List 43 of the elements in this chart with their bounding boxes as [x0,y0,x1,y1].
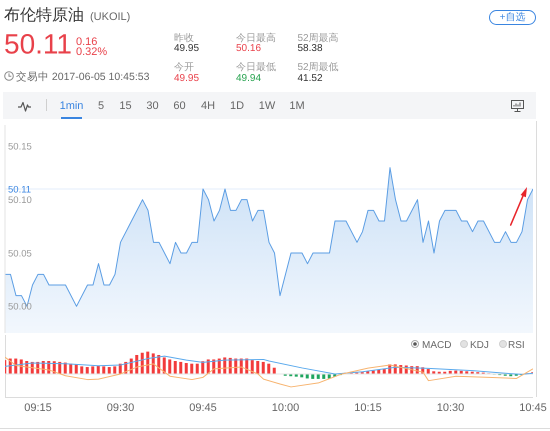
add-button: +自选 [489,10,536,25]
text: 1M [289,100,305,112]
y-tick-label: 50.15 [8,142,32,153]
text: 1min [60,100,84,112]
chart-title: 布伦特原油 [4,6,84,26]
text: 60 [173,100,186,112]
x-tick-label: 10:00 [272,402,300,414]
text: 今日最高 [236,32,276,44]
text: 49.95 [174,44,200,55]
text: MACD [422,340,452,352]
text: KDJ [470,340,489,352]
text: 49.95 [174,72,200,84]
text: 4H [200,100,216,112]
text: 41.52 [298,72,323,84]
x-tick-label: 10:45 [519,402,547,414]
x-tick-label: 09:30 [106,402,134,414]
text: 30 [146,100,159,112]
chart-subtitle: (UKOIL) [90,10,130,24]
text: 5 [98,100,104,112]
text: 52周最低 [298,62,339,73]
x-tick-label: 10:15 [354,402,382,414]
text: 49.94 [236,72,262,84]
text: 15 [119,100,132,112]
text: 50.11 [4,28,72,60]
text: 0.32% [76,46,108,58]
y-tick-label: 50.00 [8,302,32,313]
text: 58.38 [298,44,323,55]
text: 1W [258,100,276,112]
y-tick-label: 50.10 [8,195,32,206]
ref-line-label: 50.11 [8,184,32,196]
text: 50.16 [236,44,262,55]
x-tick-label: 09:15 [24,402,52,414]
text: 交易中 2017-06-05 10:45:53 [16,71,150,84]
x-tick-label: 10:30 [436,402,464,414]
text: RSI [508,340,525,352]
text: 今开 [174,62,194,73]
text: 1D [230,100,244,112]
text: 今日最低 [236,62,276,73]
x-tick-label: 09:45 [189,402,217,414]
y-tick-label: 50.05 [8,248,32,260]
text: 0.16 [76,36,98,48]
text: 52周最高 [298,32,339,44]
text: 昨收 [174,32,194,44]
